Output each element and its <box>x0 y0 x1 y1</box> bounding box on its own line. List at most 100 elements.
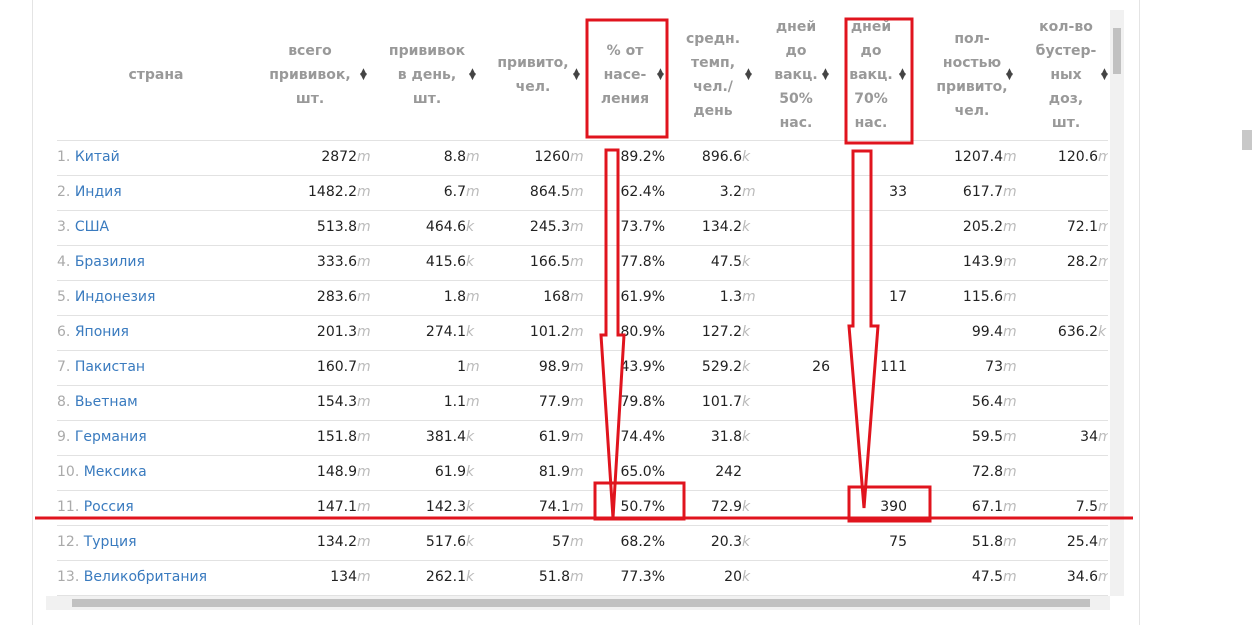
unit: m <box>357 184 371 200</box>
country-link[interactable]: Япония <box>74 324 129 340</box>
cell: 59.5m <box>972 429 1017 445</box>
value: 333.6 <box>316 254 357 270</box>
unit: m <box>570 499 584 515</box>
unit: m <box>742 184 756 200</box>
cell: 72.9k <box>711 499 753 515</box>
value: 864.5 <box>529 184 570 200</box>
unit: m <box>570 254 584 270</box>
unit: m <box>742 289 756 305</box>
unit: m <box>570 219 584 235</box>
row-separator <box>57 595 1108 596</box>
cell: 26 <box>812 359 830 375</box>
rank: 7. <box>57 359 71 375</box>
country-link[interactable]: Германия <box>74 429 147 445</box>
rank: 8. <box>57 394 71 410</box>
row-separator <box>57 560 1108 561</box>
unit: k <box>466 219 475 235</box>
country-link[interactable]: Индонезия <box>74 289 156 305</box>
country-cell: 11. Россия <box>57 499 134 515</box>
cell: 75 <box>889 534 907 550</box>
unit: m <box>1003 184 1017 200</box>
rank: 10. <box>57 464 80 480</box>
unit: k <box>466 429 475 445</box>
country-link[interactable]: Великобритания <box>83 569 208 585</box>
unit: k <box>742 359 751 375</box>
value: 464.6 <box>425 219 466 235</box>
unit: m <box>570 184 584 200</box>
country-link[interactable]: Пакистан <box>74 359 146 375</box>
country-link[interactable]: Мексика <box>83 464 147 480</box>
cell: 101.7k <box>702 394 753 410</box>
value: 617.7 <box>962 184 1003 200</box>
value: 61.9 <box>434 464 466 480</box>
arrow <box>599 148 626 519</box>
cell: 8.8m <box>444 149 480 165</box>
cell: 1m <box>457 359 480 375</box>
value: 1 <box>457 359 466 375</box>
sort-icon[interactable]: ▲ ▼ <box>469 67 476 82</box>
row-separator <box>57 420 1108 421</box>
cell: 513.8m <box>317 219 371 235</box>
cell: 896.6k <box>702 149 753 165</box>
value: 1.1 <box>443 394 466 410</box>
value: 98.9 <box>538 359 570 375</box>
country-link[interactable]: Россия <box>83 499 134 515</box>
sort-icon[interactable]: ▲ ▼ <box>899 67 906 82</box>
value: 47.5 <box>971 569 1003 585</box>
country-link[interactable]: Вьетнам <box>74 394 138 410</box>
value: 57 <box>552 534 570 550</box>
cell: 517.6k <box>426 534 477 550</box>
column-header: пол- ностью привито, чел. <box>936 31 1008 119</box>
unit: k <box>466 569 475 585</box>
h-scrollbar[interactable] <box>46 596 1110 610</box>
unit: k <box>742 499 751 515</box>
cell: 464.6k <box>426 219 477 235</box>
unit: m <box>466 184 480 200</box>
unit: m <box>1098 569 1108 585</box>
sort-icon[interactable]: ▲ ▼ <box>745 67 752 82</box>
highlight-box <box>844 17 914 145</box>
unit: m <box>1003 569 1017 585</box>
value: 517.6 <box>425 534 466 550</box>
value: 73.7% <box>620 219 665 235</box>
unit: m <box>357 569 371 585</box>
column-header: всего прививок, шт. <box>269 43 351 107</box>
value: 168 <box>543 289 570 305</box>
sort-icon[interactable]: ▲ ▼ <box>573 67 580 82</box>
country-link[interactable]: Турция <box>83 534 137 550</box>
value: 1.3 <box>719 289 742 305</box>
cell: 101.2m <box>529 324 584 340</box>
column-header: привито, чел. <box>497 55 569 95</box>
country-link[interactable]: США <box>74 219 110 235</box>
sort-icon[interactable]: ▲ ▼ <box>657 67 664 82</box>
table-scroll: страна всего прививок, шт. ▲ ▼ прививок в де… <box>46 10 1124 612</box>
rank: 9. <box>57 429 71 445</box>
unit: m <box>357 359 371 375</box>
sort-icon[interactable]: ▲ ▼ <box>1006 67 1013 82</box>
value: 242 <box>715 464 742 480</box>
value: 1.8 <box>443 289 466 305</box>
cell: 74.4% <box>621 429 665 445</box>
unit: m <box>1098 429 1108 445</box>
value: 3.2 <box>719 184 742 200</box>
unit: m <box>357 464 371 480</box>
rank: 6. <box>57 324 71 340</box>
sort-icon[interactable]: ▲ ▼ <box>822 67 829 82</box>
v-scrollbar[interactable] <box>1110 10 1124 596</box>
country-link[interactable]: Китай <box>74 149 120 165</box>
country-cell: 12. Турция <box>57 534 137 550</box>
country-link[interactable]: Бразилия <box>74 254 145 270</box>
cell: 51.8m <box>539 569 584 585</box>
value: 636.2 <box>1057 324 1098 340</box>
cell: 43.9% <box>621 359 665 375</box>
value: 101.2 <box>529 324 570 340</box>
value: 43.9% <box>620 359 665 375</box>
cell: 636.2k <box>1058 324 1108 340</box>
sort-icon[interactable]: ▲ ▼ <box>1101 67 1108 82</box>
sort-icon[interactable]: ▲ ▼ <box>360 67 367 82</box>
cell: 529.2k <box>702 359 753 375</box>
value: 75 <box>889 534 907 550</box>
unit: m <box>357 429 371 445</box>
value: 127.2 <box>701 324 742 340</box>
country-link[interactable]: Индия <box>74 184 122 200</box>
